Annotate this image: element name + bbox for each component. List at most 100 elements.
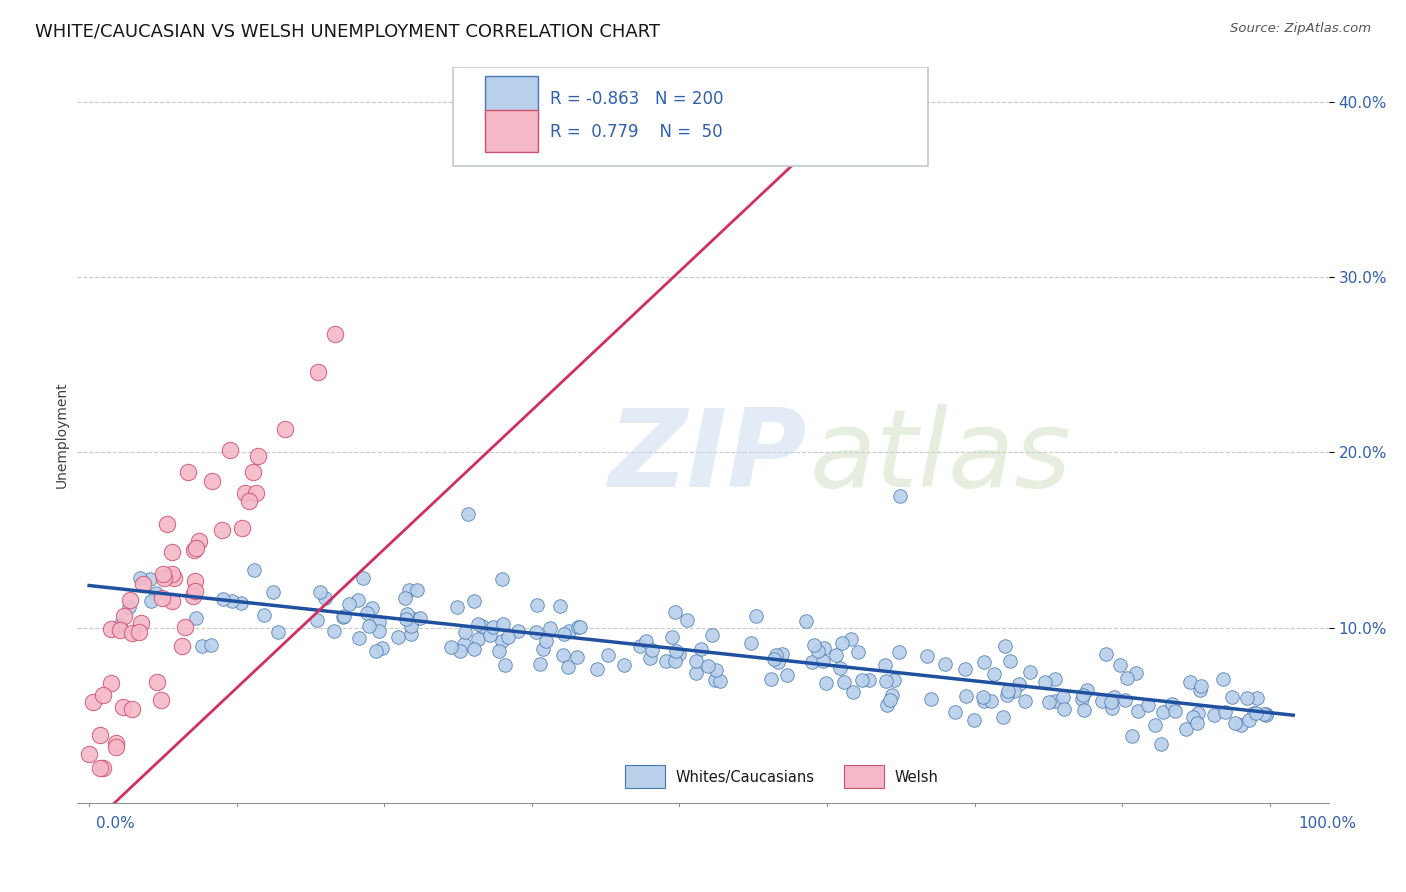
Point — [508, 624, 530, 638]
Point — [703, 673, 725, 688]
Point — [1125, 666, 1147, 681]
Point — [174, 620, 197, 634]
Point — [934, 657, 956, 672]
Point — [471, 619, 494, 633]
Point — [467, 617, 489, 632]
Point — [457, 507, 479, 521]
Text: Source: ZipAtlas.com: Source: ZipAtlas.com — [1230, 22, 1371, 36]
Point — [1052, 702, 1074, 716]
Point — [367, 624, 389, 638]
Point — [152, 567, 174, 582]
Point — [661, 630, 683, 644]
Text: Whites/Caucasians: Whites/Caucasians — [675, 770, 814, 785]
Point — [395, 612, 418, 626]
Point — [266, 625, 288, 640]
Text: atlas: atlas — [810, 404, 1071, 509]
Point — [218, 443, 240, 458]
Point — [162, 545, 184, 559]
Point — [467, 632, 489, 646]
Point — [1244, 706, 1267, 720]
Point — [983, 667, 1005, 681]
Point — [121, 626, 143, 640]
FancyBboxPatch shape — [626, 764, 665, 789]
Point — [491, 572, 513, 586]
Point — [955, 689, 977, 703]
Point — [1236, 690, 1258, 705]
Point — [995, 688, 1018, 702]
Point — [567, 619, 589, 633]
Point — [1043, 672, 1066, 686]
Point — [636, 634, 658, 648]
Point — [1091, 694, 1114, 708]
Point — [851, 673, 873, 687]
Point — [449, 643, 471, 657]
Text: WHITE/CAUCASIAN VS WELSH UNEMPLOYMENT CORRELATION CHART: WHITE/CAUCASIAN VS WELSH UNEMPLOYMENT CO… — [35, 22, 661, 40]
Point — [82, 695, 104, 709]
Point — [200, 638, 222, 652]
Point — [1114, 692, 1136, 706]
Point — [706, 663, 728, 677]
Point — [586, 662, 609, 676]
Point — [830, 661, 852, 675]
Point — [100, 676, 122, 690]
Point — [962, 713, 984, 727]
Point — [253, 608, 276, 623]
Point — [839, 632, 862, 646]
Point — [553, 627, 575, 641]
Point — [972, 690, 994, 704]
Point — [1143, 718, 1166, 732]
Point — [1188, 682, 1211, 697]
Point — [709, 673, 731, 688]
Point — [557, 660, 579, 674]
Point — [1073, 688, 1095, 702]
Point — [991, 709, 1014, 723]
Point — [973, 693, 995, 707]
Point — [1243, 706, 1265, 721]
Point — [347, 632, 370, 646]
Point — [399, 619, 422, 633]
Point — [641, 643, 664, 657]
Point — [160, 567, 183, 582]
FancyBboxPatch shape — [485, 77, 538, 118]
Point — [394, 591, 416, 605]
Point — [1181, 710, 1204, 724]
Point — [994, 639, 1017, 653]
Point — [366, 644, 388, 658]
Point — [1008, 676, 1031, 690]
Point — [848, 645, 870, 659]
Point — [1187, 706, 1209, 720]
Point — [1108, 658, 1130, 673]
Point — [479, 627, 502, 641]
Point — [824, 648, 846, 662]
Point — [973, 655, 995, 669]
Point — [188, 534, 211, 549]
Point — [1052, 690, 1074, 705]
Point — [628, 639, 651, 653]
Point — [889, 489, 911, 503]
Point — [531, 641, 554, 656]
Point — [488, 643, 510, 657]
Point — [118, 592, 141, 607]
Point — [104, 736, 127, 750]
Point — [685, 654, 707, 668]
Point — [664, 654, 686, 668]
Point — [186, 611, 208, 625]
Point — [768, 655, 790, 669]
Point — [800, 655, 823, 669]
Point — [108, 618, 131, 632]
Point — [842, 685, 865, 699]
Point — [1223, 715, 1246, 730]
Point — [700, 627, 723, 641]
Point — [1014, 694, 1036, 708]
Point — [91, 761, 114, 775]
Point — [1256, 708, 1278, 723]
Point — [89, 728, 111, 742]
Point — [524, 624, 547, 639]
Point — [815, 676, 838, 690]
Point — [121, 702, 143, 716]
Point — [1174, 722, 1197, 736]
Point — [883, 673, 905, 687]
Point — [118, 600, 141, 615]
Point — [360, 600, 382, 615]
FancyBboxPatch shape — [453, 67, 928, 166]
